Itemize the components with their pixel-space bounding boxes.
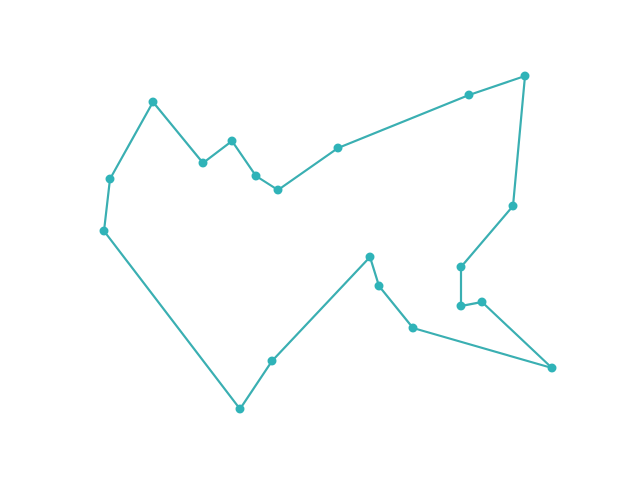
route-edge <box>230 139 258 178</box>
route-node <box>333 143 343 153</box>
route-node <box>408 323 418 333</box>
route-node <box>267 356 277 366</box>
route-node <box>105 174 115 184</box>
route-node <box>273 185 283 195</box>
route-edge <box>102 177 112 233</box>
route-edge <box>368 255 381 288</box>
route-edge <box>270 255 372 363</box>
route-edge <box>511 74 527 208</box>
route-edge <box>108 100 155 181</box>
route-edge <box>238 359 274 411</box>
route-node <box>148 97 158 107</box>
route-node <box>520 71 530 81</box>
route-edge <box>459 204 515 269</box>
route-node <box>227 136 237 146</box>
route-node <box>456 301 466 311</box>
route-node <box>251 171 261 181</box>
route-edge <box>467 74 527 97</box>
route-edges <box>102 74 554 411</box>
route-edge <box>276 146 340 192</box>
route-edge <box>102 229 242 411</box>
route-edge <box>336 93 471 150</box>
route-node <box>508 201 518 211</box>
route-node <box>235 404 245 414</box>
route-edge <box>411 326 554 370</box>
route-edge <box>377 284 415 330</box>
route-node <box>547 363 557 373</box>
route-edge <box>480 300 554 370</box>
route-edge <box>201 139 234 165</box>
route-node <box>374 281 384 291</box>
route-node <box>477 297 487 307</box>
route-edge <box>151 100 205 165</box>
route-node <box>365 252 375 262</box>
route-nodes <box>99 71 557 414</box>
route-node <box>464 90 474 100</box>
route-node <box>99 226 109 236</box>
route-node <box>456 262 466 272</box>
route-node <box>198 158 208 168</box>
